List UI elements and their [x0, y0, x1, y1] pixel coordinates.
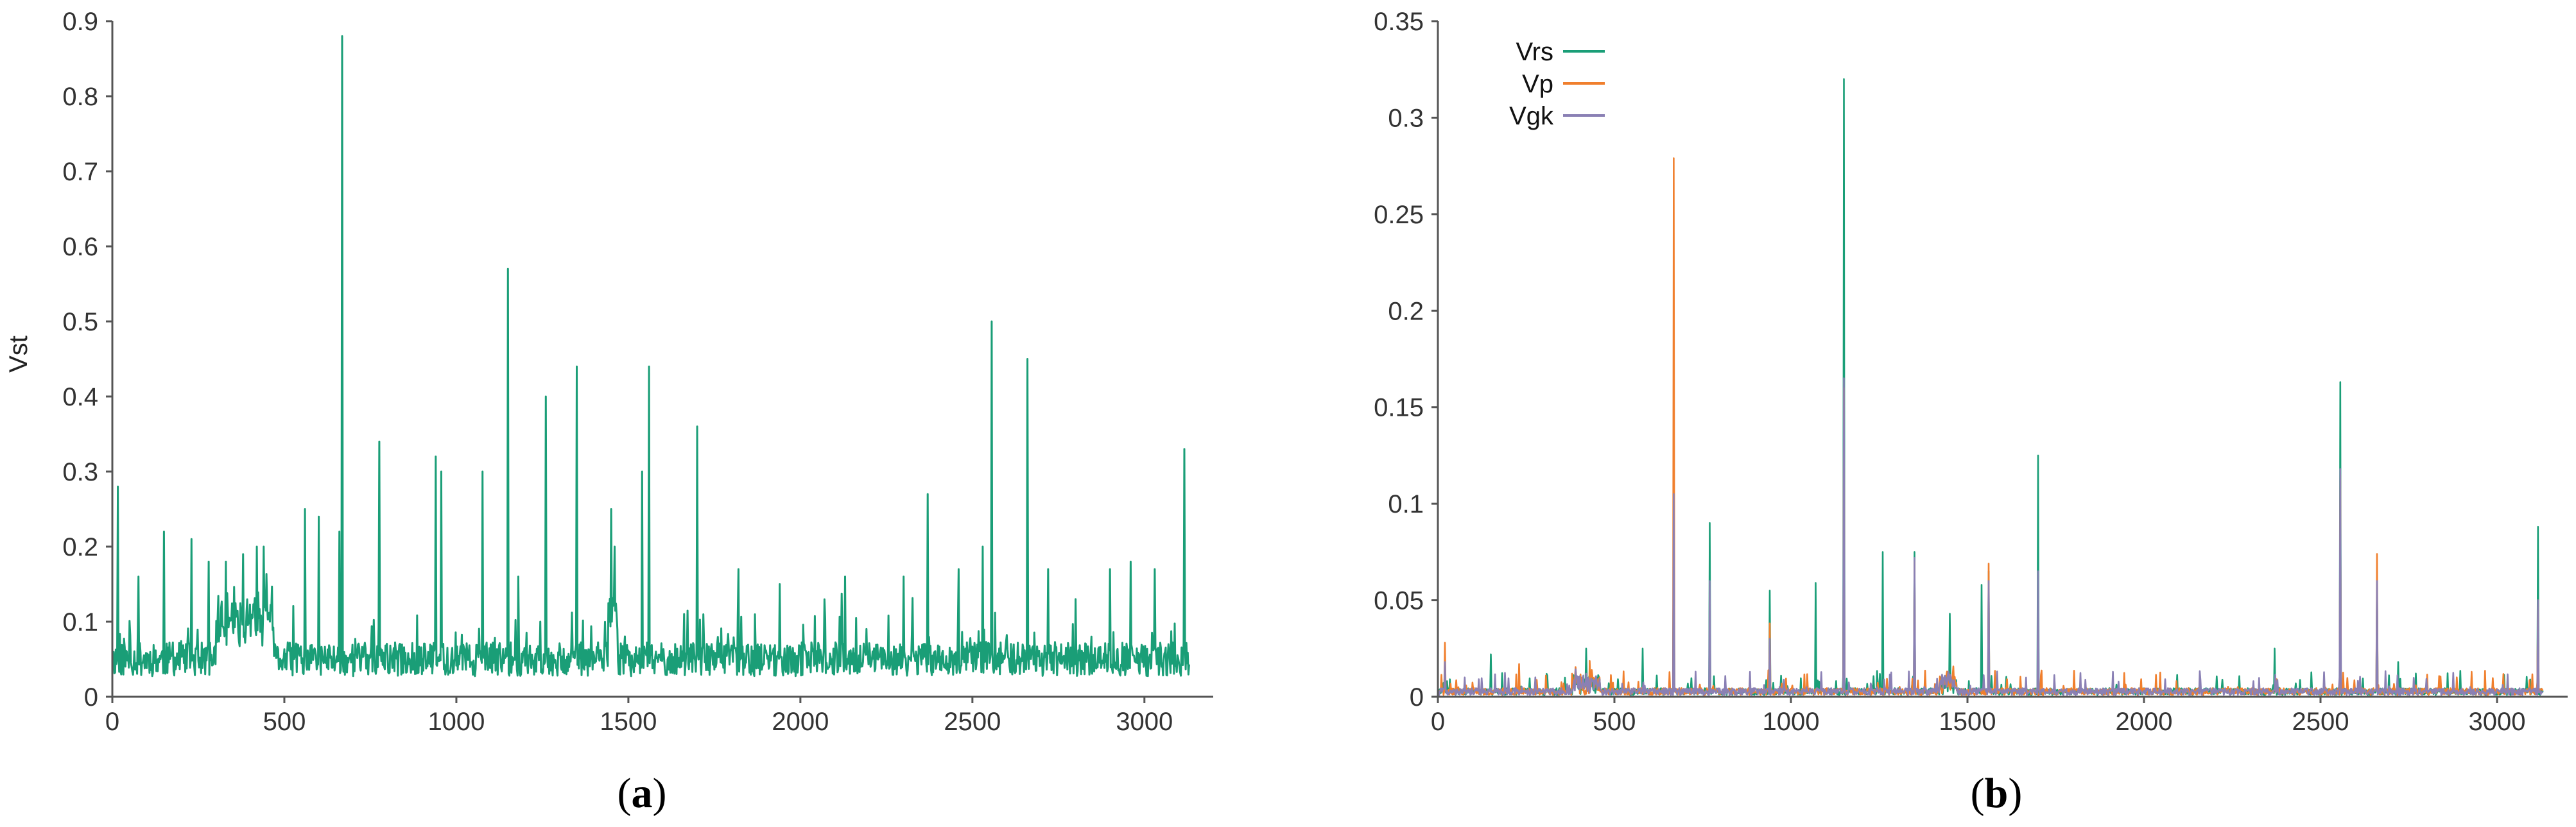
series-vgk-line	[1437, 377, 2544, 696]
y-tick-label: 0	[1410, 683, 1424, 712]
y-tick-label: 0.05	[1374, 587, 1424, 615]
x-tick-label: 3000	[2469, 708, 2526, 736]
y-tick-label: 0.2	[62, 533, 98, 561]
x-tick-label: 1000	[1763, 708, 1820, 736]
x-tick-label: 1000	[428, 708, 485, 736]
y-tick-label: 0.8	[62, 83, 98, 111]
x-tick-label: 2500	[2292, 708, 2349, 736]
x-tick-label: 2500	[944, 708, 1001, 736]
series-vst-line	[111, 35, 1190, 678]
panel-a-chart: 0 500 1000 1500 2000 2500 3000 0 0.1 0.2 0.3 0.4 0.5…	[4, 8, 1213, 817]
x-tick-label: 0	[105, 708, 119, 736]
x-tick-label: 3000	[1116, 708, 1173, 736]
y-tick-label: 0.15	[1374, 394, 1424, 422]
panel-a-axes	[111, 21, 1213, 698]
legend-label-vrs: Vrs	[1516, 38, 1553, 66]
panel-a-ticks: 0 500 1000 1500 2000 2500 3000 0 0.1 0.2 0.3 0.4 0.5…	[62, 8, 1173, 736]
y-tick-label: 0.35	[1374, 8, 1424, 36]
y-tick-label: 0.25	[1374, 201, 1424, 229]
y-tick-label: 0.9	[62, 8, 98, 36]
panel-b-ticks: 0 500 1000 1500 2000 2500 3000 0 0.05 0.1 0.15 0.2 0…	[1374, 8, 2525, 736]
panel-b-series-layer	[1437, 78, 2544, 696]
y-tick-label: 0.6	[62, 233, 98, 261]
y-tick-label: 0	[84, 683, 98, 712]
x-tick-label: 2000	[772, 708, 829, 736]
y-tick-label: 0.1	[62, 608, 98, 636]
panel-b-caption: (b)	[1971, 770, 2023, 817]
panel-b-axes	[1437, 21, 2568, 698]
x-tick-label: 500	[1593, 708, 1636, 736]
x-tick-label: 500	[263, 708, 306, 736]
x-tick-label: 2000	[2116, 708, 2173, 736]
y-tick-label: 0.7	[62, 158, 98, 186]
y-tick-label: 0.4	[62, 383, 98, 411]
x-tick-label: 1500	[1939, 708, 1996, 736]
y-tick-label: 0.3	[62, 458, 98, 486]
x-tick-label: 1500	[600, 708, 657, 736]
y-tick-label: 0.2	[1388, 297, 1424, 325]
legend-label-vgk: Vgk	[1509, 102, 1554, 130]
y-tick-label: 0.1	[1388, 490, 1424, 518]
y-tick-label: 0.5	[62, 308, 98, 336]
panel-a-series-layer	[111, 35, 1190, 678]
panel-a-y-axis-label: Vst	[4, 336, 33, 373]
legend-label-vp: Vp	[1522, 70, 1553, 98]
panel-a-caption: (a)	[618, 770, 667, 817]
y-tick-label: 0.3	[1388, 104, 1424, 132]
panel-b-chart: 0 500 1000 1500 2000 2500 3000 0 0.05 0.1 0.15 0.2 0…	[1374, 8, 2568, 817]
panel-b-legend: Vrs Vp Vgk	[1509, 38, 1605, 130]
x-tick-label: 0	[1431, 708, 1445, 736]
